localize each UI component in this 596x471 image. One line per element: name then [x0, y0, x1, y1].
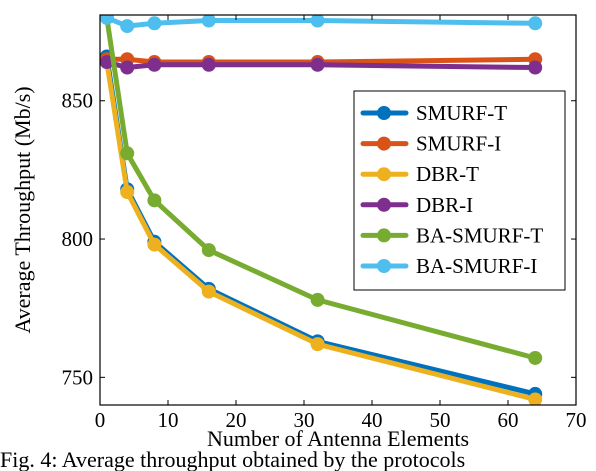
x-tick-label: 10 — [158, 408, 179, 432]
x-tick-label: 0 — [95, 408, 106, 432]
y-axis-title: Average Throughput (Mb/s) — [10, 86, 35, 333]
data-point-ba-smurf-t — [120, 146, 135, 161]
x-tick-label: 40 — [362, 408, 383, 432]
data-point-dbr-t — [147, 237, 162, 252]
legend-label: SMURF-I — [416, 132, 501, 156]
series-line-ba-smurf-t — [104, 15, 538, 361]
data-point-ba-smurf-i — [147, 16, 162, 31]
data-point-dbr-i — [201, 57, 216, 72]
series-ba-smurf-i — [100, 15, 543, 34]
data-point-ba-smurf-i — [310, 15, 325, 28]
data-point-ba-smurf-t — [310, 292, 325, 307]
legend-item-dbr-t: DBR-T — [360, 162, 479, 186]
data-point-dbr-t — [201, 284, 216, 299]
y-tick-label: 750 — [62, 365, 94, 389]
data-point-ba-smurf-t — [201, 243, 216, 258]
legend-swatch-marker — [377, 106, 391, 120]
legend-swatch-marker — [377, 136, 391, 151]
legend-item-dbr-i: DBR-I — [360, 193, 473, 217]
legend-swatch-marker — [377, 167, 391, 182]
data-point-dbr-t — [310, 337, 325, 352]
data-point-dbr-i — [528, 60, 543, 75]
data-point-ba-smurf-t — [147, 193, 162, 208]
x-tick-label: 20 — [226, 408, 247, 432]
x-tick-label: 50 — [430, 408, 451, 432]
legend-label: BA-SMURF-I — [416, 254, 537, 278]
axis-ticks: 0 10 20 30 40 50 60 70 750 800 850 — [62, 15, 587, 432]
x-axis-title: Number of Antenna Elements — [207, 426, 469, 451]
data-point-dbr-t — [528, 392, 543, 405]
data-point-dbr-i — [147, 57, 162, 72]
figure-caption: Fig. 4: Average throughput obtained by t… — [0, 447, 466, 471]
plot-frame — [99, 14, 577, 406]
data-point-ba-smurf-t — [528, 350, 543, 365]
y-tick-label: 800 — [62, 227, 94, 251]
y-tick-label: 850 — [62, 89, 94, 113]
series-dbr-i — [100, 55, 543, 75]
legend-label: DBR-T — [416, 162, 479, 186]
legend: SMURF-T SMURF-I DBR-T DBR-I BA-SMURF-T BA-SMU… — [353, 90, 566, 291]
data-point-ba-smurf-i — [100, 15, 114, 25]
legend-swatch-marker — [377, 228, 391, 243]
legend-label: SMURF-T — [416, 101, 507, 125]
legend-item-ba-smurf-i: BA-SMURF-I — [360, 254, 537, 278]
data-point-dbr-t — [120, 185, 135, 200]
legend-item-ba-smurf-t: BA-SMURF-T — [360, 223, 543, 247]
legend-swatch-marker — [377, 259, 391, 273]
data-point-ba-smurf-i — [120, 19, 135, 34]
legend-swatch-marker — [377, 197, 391, 212]
x-tick-label: 30 — [294, 408, 315, 432]
data-point-ba-smurf-i — [528, 16, 543, 31]
x-tick-label: 70 — [566, 408, 587, 432]
data-point-dbr-i — [120, 60, 135, 75]
x-tick-label: 60 — [498, 408, 519, 432]
series-layer — [100, 15, 543, 405]
data-point-dbr-i — [100, 55, 114, 70]
legend-label: DBR-I — [416, 193, 473, 217]
legend-box — [353, 90, 566, 291]
data-point-dbr-i — [310, 57, 325, 72]
legend-label: BA-SMURF-T — [416, 223, 543, 247]
data-point-ba-smurf-i — [201, 15, 216, 28]
legend-item-smurf-i: SMURF-I — [360, 132, 501, 156]
legend-item-smurf-t: SMURF-T — [360, 101, 507, 125]
series-line-dbr-t — [104, 59, 538, 402]
